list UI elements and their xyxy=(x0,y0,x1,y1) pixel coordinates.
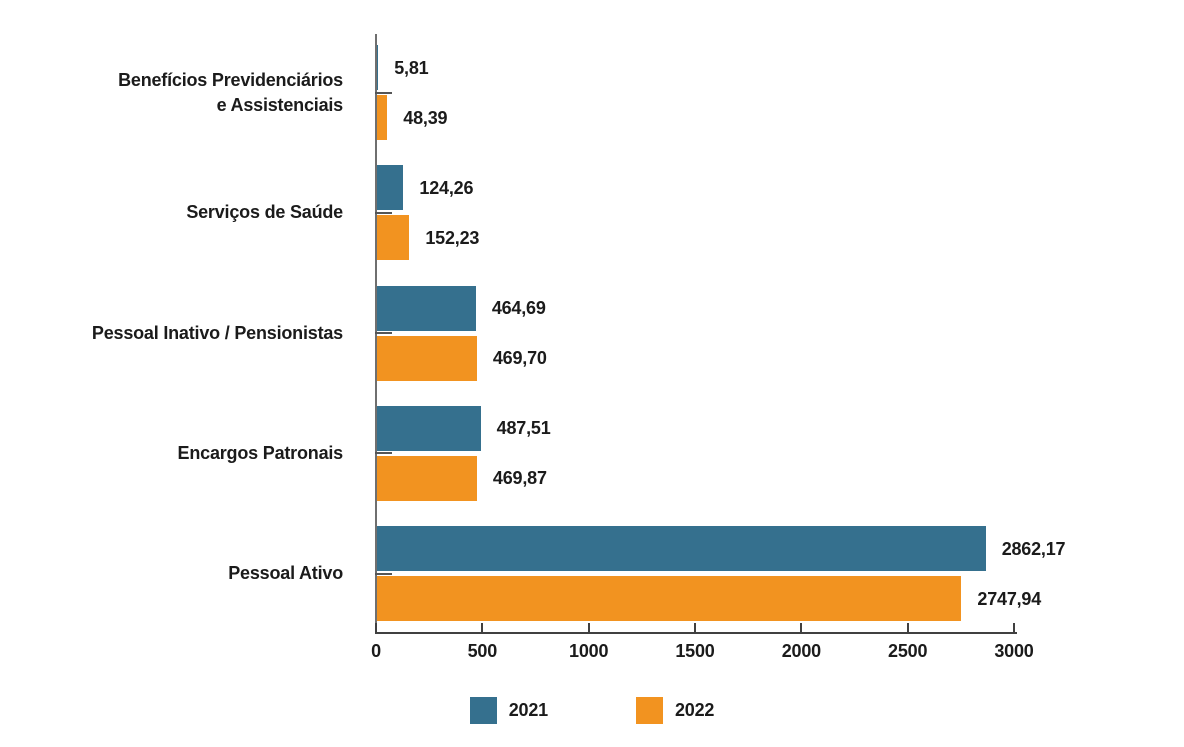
x-axis-tick xyxy=(375,623,377,632)
chart-legend: 2021 2022 xyxy=(0,694,1184,726)
x-axis-tick xyxy=(800,623,803,632)
category-tick xyxy=(375,211,392,214)
bar-2021 xyxy=(377,526,986,571)
category-label: Pessoal Inativo / Pensionistas xyxy=(91,322,343,343)
legend-label: 2022 xyxy=(675,699,715,720)
x-axis-tick-label: 500 xyxy=(467,641,498,661)
bar-value-label: 469,87 xyxy=(492,468,547,489)
bar-value-label: 48,39 xyxy=(403,107,448,128)
bar-2022 xyxy=(377,335,477,381)
bar-value-label: 469,70 xyxy=(492,348,547,368)
bar-value-label: 152,23 xyxy=(425,227,480,248)
bar-value-label: 487,51 xyxy=(496,418,551,439)
bar-2022 xyxy=(377,576,962,621)
category-tick xyxy=(375,452,392,455)
x-axis-tick-label: 2500 xyxy=(888,641,928,661)
x-axis-tick-label: 1500 xyxy=(675,641,715,661)
bar-value-label: 124,26 xyxy=(419,177,474,198)
x-axis-tick xyxy=(906,623,909,632)
category-tick xyxy=(375,332,392,334)
legend-swatch-icon xyxy=(636,696,663,724)
x-axis-tick-label: 1000 xyxy=(569,641,609,661)
x-axis-tick-label: 0 xyxy=(371,641,381,661)
x-axis-tick xyxy=(1013,623,1015,632)
x-axis-line xyxy=(375,632,1017,634)
category-tick xyxy=(375,91,392,94)
x-axis-tick xyxy=(587,623,590,632)
category-tick xyxy=(375,572,392,575)
x-axis-tick-label: 3000 xyxy=(994,641,1034,661)
bar-2021 xyxy=(377,45,379,90)
legend-label: 2021 xyxy=(508,699,548,720)
bar-value-label: 2862,17 xyxy=(1001,538,1066,559)
x-axis-tick xyxy=(481,623,484,632)
category-label: Encargos Patronais xyxy=(177,442,344,463)
x-axis-tick xyxy=(694,623,696,632)
legend-swatch-icon xyxy=(469,696,497,724)
legend-item-2021: 2021 xyxy=(469,696,548,724)
bar-2022 xyxy=(377,215,410,261)
x-axis-tick-label: 2000 xyxy=(781,641,821,661)
bar-value-label: 464,69 xyxy=(491,298,546,318)
bar-2021 xyxy=(377,165,404,211)
bar-value-label: 5,81 xyxy=(394,57,429,78)
bar-2022 xyxy=(377,455,477,501)
bar-2022 xyxy=(377,95,388,140)
category-label: Serviços de Saúde xyxy=(186,202,343,223)
category-label: Pessoal Ativo xyxy=(228,563,343,583)
legend-item-2022: 2022 xyxy=(636,696,715,724)
bar-value-label: 2747,94 xyxy=(977,588,1042,609)
category-label: Benefícios Previdenciários e Assistencia… xyxy=(118,69,343,115)
bar-2021 xyxy=(377,285,476,331)
bar-2021 xyxy=(377,405,481,451)
y-axis-spine xyxy=(375,34,377,634)
